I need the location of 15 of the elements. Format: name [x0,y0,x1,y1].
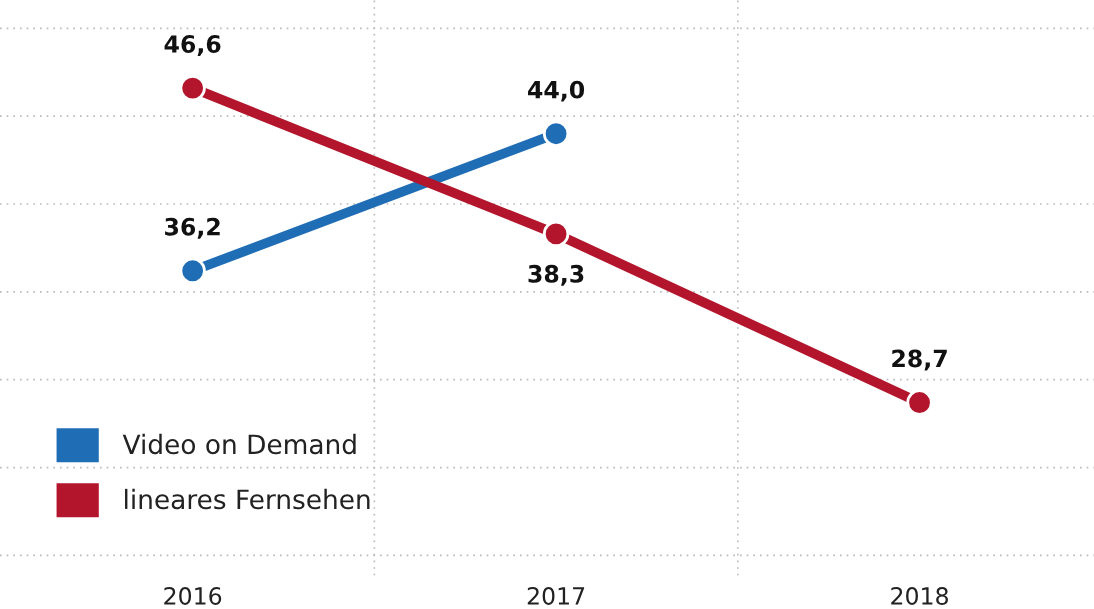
point [179,74,206,102]
x-tick-label: 2016 [164,587,222,605]
x-tick-label: 2018 [891,587,948,605]
data-label: 28,7 [892,349,947,371]
data-label: 44,0 [528,80,585,102]
data-label: 46,6 [164,35,221,56]
legend-label: lineares Fernsehen [125,488,370,510]
data-label: 38,3 [528,264,584,286]
point [906,389,933,416]
point [179,257,206,284]
legend-label: Video on Demand [122,433,356,455]
data-label: 36,2 [165,217,220,239]
point [542,120,570,147]
x-tick-label: 2017 [527,587,585,605]
point [542,220,570,248]
